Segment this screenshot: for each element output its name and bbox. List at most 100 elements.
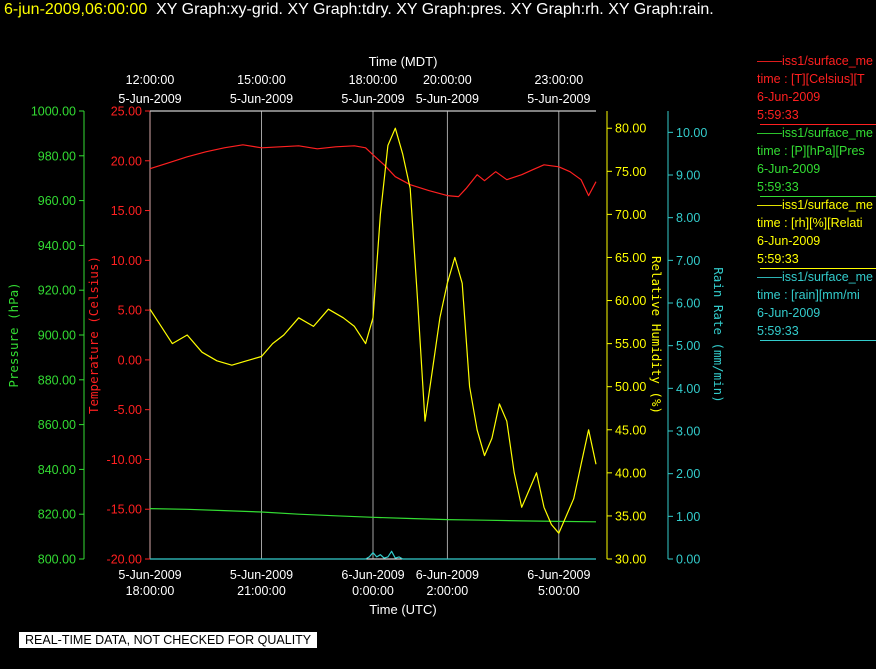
rh-tick-label: 35.00 bbox=[615, 509, 646, 523]
x-tick-date: 6-Jun-2009 bbox=[341, 568, 404, 582]
pressure-tick-label: 1000.00 bbox=[31, 105, 76, 119]
pressure-tick-label: 800.00 bbox=[38, 553, 76, 567]
top-tick-date: 5-Jun-2009 bbox=[118, 92, 181, 106]
legend-detail: 5:59:33 bbox=[757, 252, 799, 266]
rain-tick-label: 8.00 bbox=[676, 211, 700, 225]
temperature-tick-label: 15.00 bbox=[111, 204, 142, 218]
legend-series-name: ——iss1/surface_me bbox=[757, 54, 874, 68]
temperature-tick-label: -10.00 bbox=[107, 453, 142, 467]
top-tick-date: 5-Jun-2009 bbox=[416, 92, 479, 106]
series-line-rh bbox=[149, 127, 597, 534]
legend-separator bbox=[760, 124, 876, 125]
temperature-tick-label: -15.00 bbox=[107, 503, 142, 517]
rh-tick-label: 55.00 bbox=[615, 337, 646, 351]
legend-separator bbox=[760, 196, 876, 197]
x-tick-time: 2:00:00 bbox=[426, 584, 468, 598]
pressure-tick-label: 840.00 bbox=[38, 463, 76, 477]
rain-tick-label: 1.00 bbox=[676, 510, 700, 524]
timestamp: 6-jun-2009,06:00:00 bbox=[4, 1, 148, 18]
legend-separator bbox=[760, 340, 876, 341]
x-tick-date: 5-Jun-2009 bbox=[118, 568, 181, 582]
series-line-T bbox=[149, 144, 597, 198]
temperature-tick-label: 20.00 bbox=[111, 154, 142, 168]
rain-tick-label: 2.00 bbox=[676, 467, 700, 481]
legend-detail: time : [rh][%][Relati bbox=[757, 216, 863, 230]
legend-entry: ——iss1/surface_me time : [P][hPa][Pres 6-J… bbox=[757, 124, 876, 197]
legend-series-name: ——iss1/surface_me bbox=[757, 198, 874, 212]
temperature-tick-label: 0.00 bbox=[118, 353, 142, 367]
rh-tick-label: 45.00 bbox=[615, 423, 646, 437]
rain-tick-label: 9.00 bbox=[676, 169, 700, 183]
series-line-rain bbox=[150, 550, 596, 560]
rain-tick-label: 5.00 bbox=[676, 339, 700, 353]
rain-axis-label: Rain Rate (mm/min) bbox=[711, 267, 726, 402]
top-tick-time: 12:00:00 bbox=[126, 73, 175, 87]
legend-detail: 5:59:33 bbox=[757, 108, 799, 122]
temperature-tick-label: 5.00 bbox=[118, 304, 142, 318]
legend-detail: time : [T][Celsius][T bbox=[757, 72, 865, 86]
top-tick-date: 5-Jun-2009 bbox=[341, 92, 404, 106]
legend-detail: 5:59:33 bbox=[757, 180, 799, 194]
bottom-axis-label: Time (UTC) bbox=[369, 602, 436, 617]
legend-separator bbox=[760, 268, 876, 269]
rain-tick-label: 7.00 bbox=[676, 254, 700, 268]
legend-detail: 6-Jun-2009 bbox=[757, 162, 821, 176]
x-tick-time: 5:00:00 bbox=[538, 584, 580, 598]
rh-tick-label: 50.00 bbox=[615, 380, 646, 394]
x-tick-date: 6-Jun-2009 bbox=[416, 568, 479, 582]
x-tick-time: 21:00:00 bbox=[237, 584, 286, 598]
series-line-P bbox=[149, 508, 597, 523]
rh-tick-label: 40.00 bbox=[615, 466, 646, 480]
top-tick-time: 15:00:00 bbox=[237, 73, 286, 87]
legend-series-name: ——iss1/surface_me bbox=[757, 270, 874, 284]
temperature-tick-label: 25.00 bbox=[111, 105, 142, 119]
legend-detail: 6-Jun-2009 bbox=[757, 306, 821, 320]
pressure-tick-label: 980.00 bbox=[38, 149, 76, 163]
temperature-tick-label: 10.00 bbox=[111, 254, 142, 268]
pressure-tick-label: 940.00 bbox=[38, 239, 76, 253]
pressure-tick-label: 960.00 bbox=[38, 194, 76, 208]
legend-detail: time : [rain][mm/mi bbox=[757, 288, 860, 302]
rh-tick-label: 60.00 bbox=[615, 294, 646, 308]
temperature-tick-label: -20.00 bbox=[107, 553, 142, 567]
pressure-tick-label: 820.00 bbox=[38, 508, 76, 522]
legend-detail: 6-Jun-2009 bbox=[757, 90, 821, 104]
rain-tick-label: 3.00 bbox=[676, 425, 700, 439]
pressure-tick-label: 900.00 bbox=[38, 329, 76, 343]
graph-list: XY Graph:xy-grid. XY Graph:tdry. XY Grap… bbox=[156, 1, 714, 18]
quality-notice: REAL-TIME DATA, NOT CHECKED FOR QUALITY bbox=[19, 632, 318, 648]
x-tick-time: 0:00:00 bbox=[352, 584, 394, 598]
temperature-tick-label: -5.00 bbox=[114, 403, 143, 417]
top-tick-date: 5-Jun-2009 bbox=[527, 92, 590, 106]
rh-tick-label: 70.00 bbox=[615, 208, 646, 222]
top-tick-date: 5-Jun-2009 bbox=[230, 92, 293, 106]
rh-tick-label: 75.00 bbox=[615, 165, 646, 179]
legend-detail: 5:59:33 bbox=[757, 324, 799, 338]
pressure-tick-label: 860.00 bbox=[38, 418, 76, 432]
rain-tick-label: 10.00 bbox=[676, 126, 707, 140]
rh-tick-label: 65.00 bbox=[615, 251, 646, 265]
top-tick-time: 18:00:00 bbox=[349, 73, 398, 87]
temperature-axis-label: Temperature (Celsius) bbox=[86, 256, 101, 414]
pressure-tick-label: 920.00 bbox=[38, 284, 76, 298]
rh-tick-label: 80.00 bbox=[615, 122, 646, 136]
pressure-axis-label: Pressure (hPa) bbox=[6, 282, 21, 387]
x-tick-time: 18:00:00 bbox=[126, 584, 175, 598]
rain-tick-label: 0.00 bbox=[676, 553, 700, 567]
rh-tick-label: 30.00 bbox=[615, 553, 646, 567]
rh-axis-label: Relative Humidity (%) bbox=[649, 256, 664, 414]
rain-tick-label: 6.00 bbox=[676, 297, 700, 311]
legend-detail: 6-Jun-2009 bbox=[757, 234, 821, 248]
top-tick-time: 23:00:00 bbox=[534, 73, 583, 87]
graph-title-bar: 6-jun-2009,06:00:00 XY Graph:xy-grid. XY… bbox=[4, 1, 714, 19]
rain-tick-label: 4.00 bbox=[676, 382, 700, 396]
top-tick-time: 20:00:00 bbox=[423, 73, 472, 87]
top-axis-label: Time (MDT) bbox=[369, 54, 438, 69]
x-tick-date: 6-Jun-2009 bbox=[527, 568, 590, 582]
pressure-tick-label: 880.00 bbox=[38, 373, 76, 387]
legend-detail: time : [P][hPa][Pres bbox=[757, 144, 865, 158]
